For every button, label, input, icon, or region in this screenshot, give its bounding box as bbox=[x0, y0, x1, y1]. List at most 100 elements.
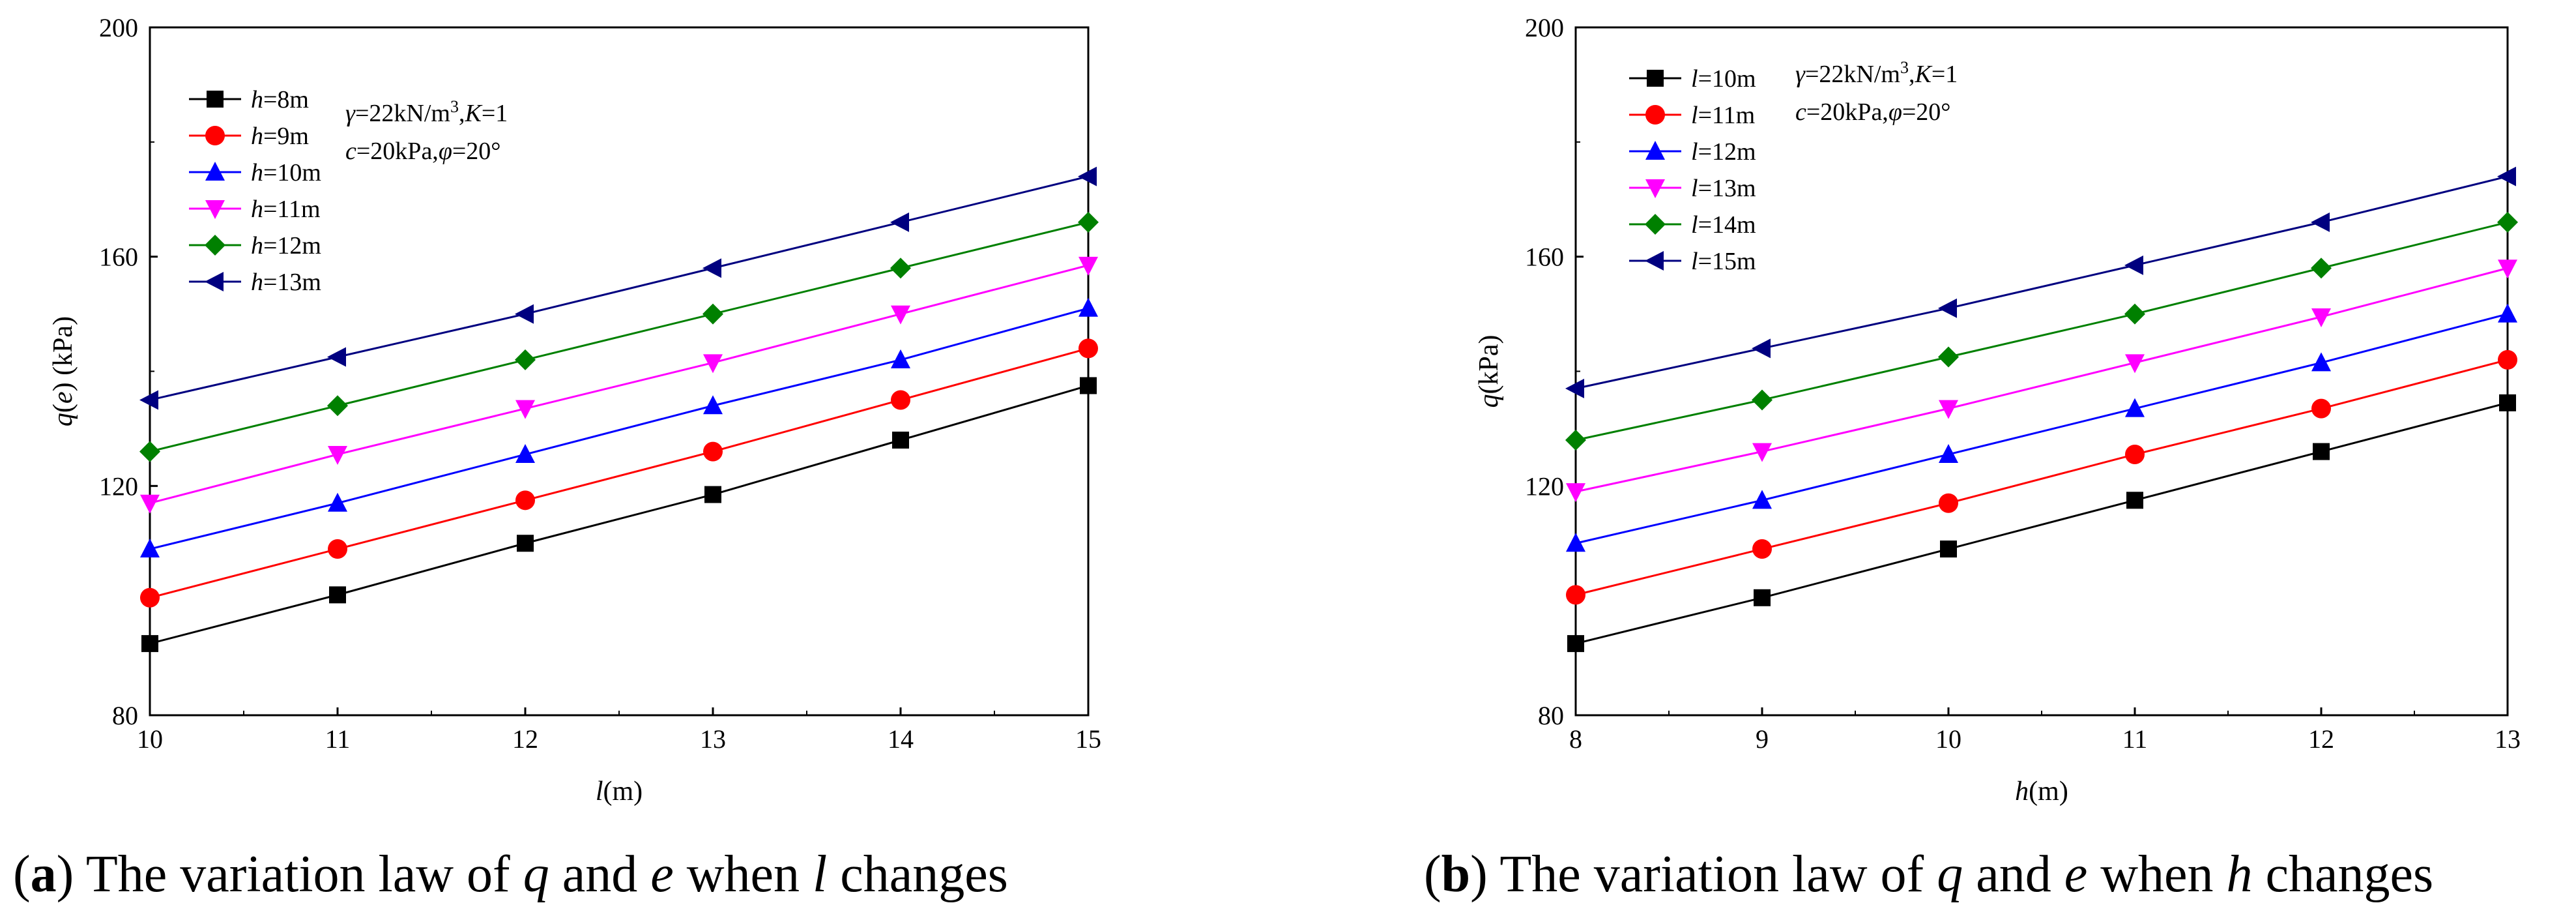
data-point bbox=[1940, 540, 1957, 558]
data-point bbox=[140, 587, 160, 608]
data-point bbox=[2311, 398, 2331, 419]
data-point bbox=[1752, 539, 1772, 559]
data-point bbox=[2126, 492, 2143, 509]
annotation-line1: γ=22kN/m3,K=1 bbox=[1795, 58, 1958, 89]
data-point bbox=[1938, 346, 1959, 368]
legend-marker bbox=[207, 91, 224, 108]
legend-label: h=10m bbox=[251, 159, 321, 186]
data-point bbox=[1752, 338, 1771, 359]
x-tick-label: 13 bbox=[2495, 724, 2521, 754]
data-point bbox=[139, 390, 158, 410]
data-point bbox=[328, 539, 347, 559]
data-point bbox=[704, 486, 721, 503]
x-tick-label: 11 bbox=[2122, 724, 2148, 754]
data-point bbox=[1565, 430, 1586, 451]
data-point bbox=[1080, 377, 1097, 394]
data-point bbox=[329, 586, 346, 604]
series-line-0 bbox=[149, 385, 1089, 645]
data-point bbox=[141, 635, 158, 653]
legend-marker bbox=[1645, 141, 1665, 160]
data-point bbox=[2313, 443, 2330, 460]
data-point bbox=[328, 492, 347, 512]
data-point bbox=[515, 304, 534, 324]
y-tick-label: 200 bbox=[99, 13, 138, 42]
series-line-3 bbox=[149, 264, 1089, 505]
data-point bbox=[2311, 258, 2332, 279]
data-point bbox=[2497, 166, 2516, 186]
data-point bbox=[1939, 443, 1958, 463]
data-point bbox=[1078, 297, 1098, 317]
data-point bbox=[2499, 394, 2516, 411]
legend-label: h=13m bbox=[251, 269, 321, 296]
data-point bbox=[327, 347, 346, 367]
plot-frame bbox=[1574, 26, 2509, 717]
data-point bbox=[1078, 166, 1097, 186]
data-point bbox=[2124, 303, 2145, 325]
data-point bbox=[891, 390, 910, 410]
legend-label: l=11m bbox=[1691, 102, 1755, 129]
data-point bbox=[515, 400, 535, 419]
x-tick-label: 8 bbox=[1569, 724, 1582, 754]
legend-marker bbox=[205, 126, 225, 145]
series-line-3 bbox=[1575, 267, 2508, 493]
annotation-line1: γ=22kN/m3,K=1 bbox=[345, 97, 508, 128]
data-point bbox=[1565, 378, 1584, 398]
data-point bbox=[2124, 255, 2143, 275]
legend-marker bbox=[205, 162, 225, 181]
legend-label: h=9m bbox=[251, 123, 309, 150]
legend-label: h=8m bbox=[251, 86, 309, 113]
data-point bbox=[1078, 338, 1098, 359]
data-point bbox=[891, 305, 910, 325]
y-axis-label: q(e) (kPa) bbox=[48, 316, 78, 426]
x-tick-label: 10 bbox=[137, 724, 163, 754]
data-point bbox=[1752, 443, 1772, 462]
series-line-1 bbox=[149, 347, 1089, 599]
data-point bbox=[2498, 349, 2517, 370]
data-point bbox=[2125, 444, 2145, 464]
data-point bbox=[139, 441, 160, 462]
y-tick-label: 120 bbox=[99, 471, 138, 501]
data-point bbox=[890, 212, 909, 232]
data-point bbox=[140, 494, 160, 514]
legend-marker bbox=[1645, 179, 1665, 198]
x-tick-label: 12 bbox=[512, 724, 538, 754]
legend-label: l=10m bbox=[1691, 65, 1756, 93]
legend: l=10m l=11m l=12m l=13m l=14m l=15m bbox=[1629, 65, 1756, 275]
series-line-2 bbox=[149, 307, 1089, 550]
data-point bbox=[702, 303, 723, 325]
legend-marker bbox=[205, 235, 225, 256]
y-tick-label: 200 bbox=[1525, 13, 1564, 42]
series-line-2 bbox=[1575, 313, 2508, 544]
data-point bbox=[892, 432, 909, 449]
data-point bbox=[703, 395, 723, 415]
legend-marker bbox=[1645, 214, 1666, 235]
y-tick-label: 120 bbox=[1525, 471, 1564, 501]
x-tick-label: 11 bbox=[325, 724, 351, 754]
legend-marker bbox=[1647, 70, 1664, 87]
y-tick-label: 80 bbox=[1538, 701, 1564, 730]
y-axis-label: q(kPa) bbox=[1474, 335, 1504, 408]
legend-label: l=15m bbox=[1691, 248, 1756, 275]
legend-label: h=11m bbox=[251, 196, 321, 223]
data-point bbox=[1566, 483, 1585, 503]
data-point bbox=[2125, 354, 2145, 374]
chart-panel-b: 8 9 10 11 12 13 80 120 160 200 h(m) q(kPa) l=10m l=11… bbox=[1474, 13, 2521, 807]
data-point bbox=[515, 349, 536, 370]
series-line-5 bbox=[149, 175, 1089, 401]
data-point bbox=[1939, 493, 1958, 513]
data-point bbox=[328, 445, 347, 465]
series-line-1 bbox=[1575, 359, 2508, 596]
data-point bbox=[1754, 589, 1771, 606]
legend: h=8m h=9m h=10m h=11m h=12m h=13m bbox=[189, 86, 321, 296]
legend-marker bbox=[205, 272, 224, 291]
x-tick-label: 14 bbox=[888, 724, 914, 754]
data-point bbox=[327, 395, 348, 417]
data-point bbox=[1752, 389, 1773, 411]
legend-marker bbox=[1645, 251, 1664, 271]
y-tick-label: 160 bbox=[1525, 243, 1564, 272]
data-point bbox=[703, 441, 723, 462]
data-point bbox=[1939, 400, 1958, 419]
data-point bbox=[140, 539, 160, 558]
data-point bbox=[517, 535, 534, 552]
